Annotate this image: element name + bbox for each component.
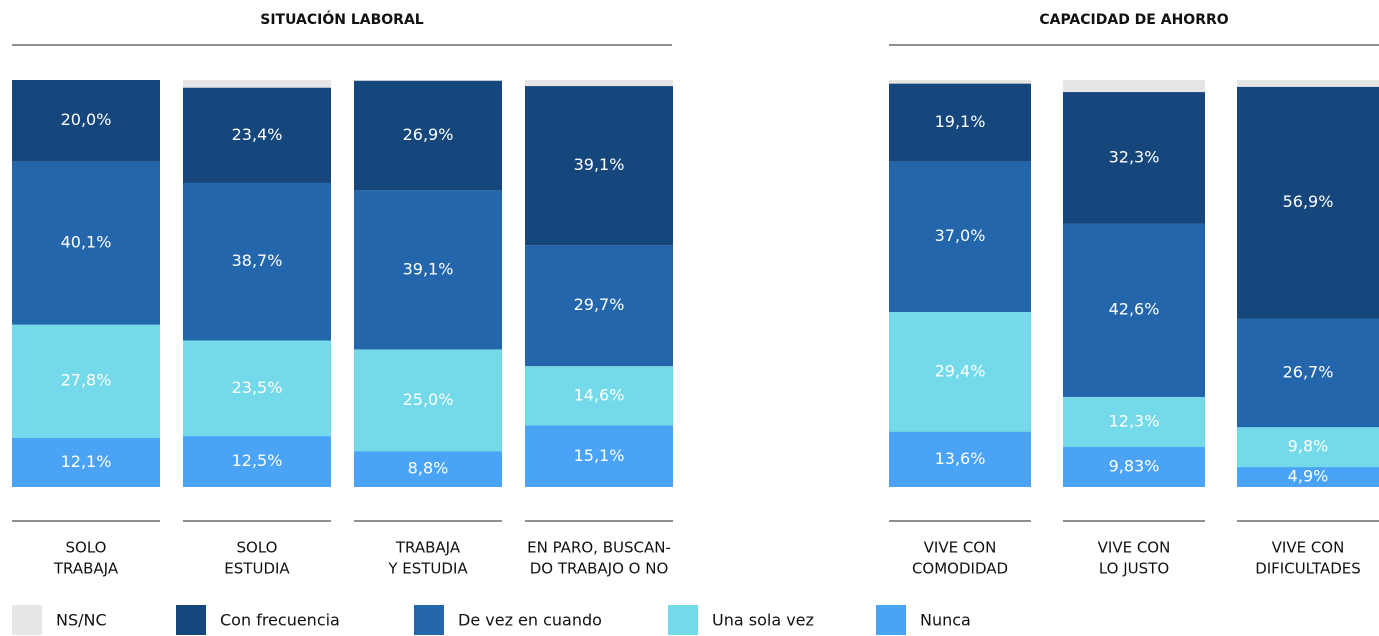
- bar-segment: [1063, 396, 1205, 447]
- bar-segment: [525, 86, 673, 246]
- data-label: 15,1%: [574, 446, 625, 465]
- bar-segment: [1063, 223, 1205, 397]
- x-tick-label: TRABAJA: [395, 539, 461, 557]
- x-tick-label: SOLO: [66, 539, 107, 557]
- x-tick-label: LO JUSTO: [1099, 560, 1169, 578]
- data-label: 39,1%: [574, 155, 625, 174]
- legend-label: Nunca: [920, 611, 971, 630]
- bar-segment: [183, 340, 331, 437]
- data-label: 56,9%: [1283, 192, 1334, 211]
- bar-segment: [525, 245, 673, 367]
- bar-segment: [354, 349, 502, 452]
- data-label: 38,7%: [232, 251, 283, 270]
- x-tick-label: SOLO: [237, 539, 278, 557]
- bar-segment: [183, 87, 331, 183]
- data-label: 19,1%: [935, 112, 986, 131]
- data-label: 32,3%: [1109, 147, 1160, 166]
- legend-swatch: [176, 605, 206, 635]
- x-tick-label: Y ESTUDIA: [387, 560, 468, 578]
- data-label: 23,5%: [232, 378, 283, 397]
- data-label: 26,9%: [403, 125, 454, 144]
- data-label: 9,8%: [1288, 437, 1329, 456]
- data-label: 26,7%: [1283, 362, 1334, 381]
- bar-segment: [1237, 467, 1379, 487]
- x-tick-label: COMODIDAD: [912, 560, 1008, 578]
- data-label: 4,9%: [1288, 467, 1329, 486]
- bar-segment: [183, 182, 331, 341]
- bar-segment: [354, 451, 502, 487]
- legend-swatch: [668, 605, 698, 635]
- x-tick-label: ESTUDIA: [224, 560, 290, 578]
- data-label: 12,1%: [61, 452, 112, 471]
- data-label: 14,6%: [574, 385, 625, 404]
- legend-swatch: [12, 605, 42, 635]
- bar-segment: [183, 436, 331, 487]
- legend-label: De vez en cuando: [458, 611, 602, 630]
- x-tick-label: EN PARO, BUSCAN-: [527, 539, 671, 557]
- bar-segment: [889, 161, 1031, 312]
- bar-segment: [525, 366, 673, 426]
- bar-segment: [1237, 86, 1379, 319]
- bar-segment: [1237, 318, 1379, 428]
- x-tick-label: VIVE CON: [1272, 539, 1345, 557]
- legend-swatch: [414, 605, 444, 635]
- bar-segment: [1237, 427, 1379, 468]
- legend-label: NS/NC: [56, 611, 107, 630]
- data-label: 8,8%: [408, 459, 449, 478]
- bar-segment: [889, 311, 1031, 432]
- data-label: 12,3%: [1109, 411, 1160, 430]
- bar-segment: [889, 431, 1031, 487]
- legend-label: Una sola vez: [712, 611, 814, 630]
- bar-segment: [12, 437, 160, 487]
- data-label: 25,0%: [403, 390, 454, 409]
- x-tick-label: VIVE CON: [924, 539, 997, 557]
- bar-segment: [354, 190, 502, 350]
- data-label: 23,4%: [232, 125, 283, 144]
- data-label: 40,1%: [61, 233, 112, 252]
- bar-segment: [1063, 446, 1205, 487]
- bar-segment: [12, 161, 160, 325]
- panel-title: SITUACIÓN LABORAL: [260, 10, 424, 28]
- x-tick-label: DIFICULTADES: [1255, 560, 1361, 578]
- data-label: 42,6%: [1109, 300, 1160, 319]
- x-tick-label: DO TRABAJO O NO: [530, 560, 669, 578]
- bar-segment: [1063, 92, 1205, 224]
- data-label: 12,5%: [232, 451, 283, 470]
- data-label: 27,8%: [61, 371, 112, 390]
- bar-segment: [525, 425, 673, 487]
- data-label: 29,7%: [574, 295, 625, 314]
- bar-segment: [12, 80, 160, 162]
- bar-segment: [12, 324, 160, 438]
- x-tick-label: VIVE CON: [1098, 539, 1171, 557]
- data-label: 37,0%: [935, 226, 986, 245]
- x-tick-label: TRABAJA: [53, 560, 119, 578]
- bar-segment: [889, 83, 1031, 162]
- data-label: 20,0%: [61, 110, 112, 129]
- data-label: 13,6%: [935, 449, 986, 468]
- legend-swatch: [876, 605, 906, 635]
- bar-segment: [354, 80, 502, 191]
- data-label: 9,83%: [1109, 456, 1160, 475]
- data-label: 39,1%: [403, 259, 454, 278]
- data-label: 29,4%: [935, 361, 986, 380]
- legend-label: Con frecuencia: [220, 611, 340, 630]
- panel-title: CAPACIDAD DE AHORRO: [1039, 12, 1228, 28]
